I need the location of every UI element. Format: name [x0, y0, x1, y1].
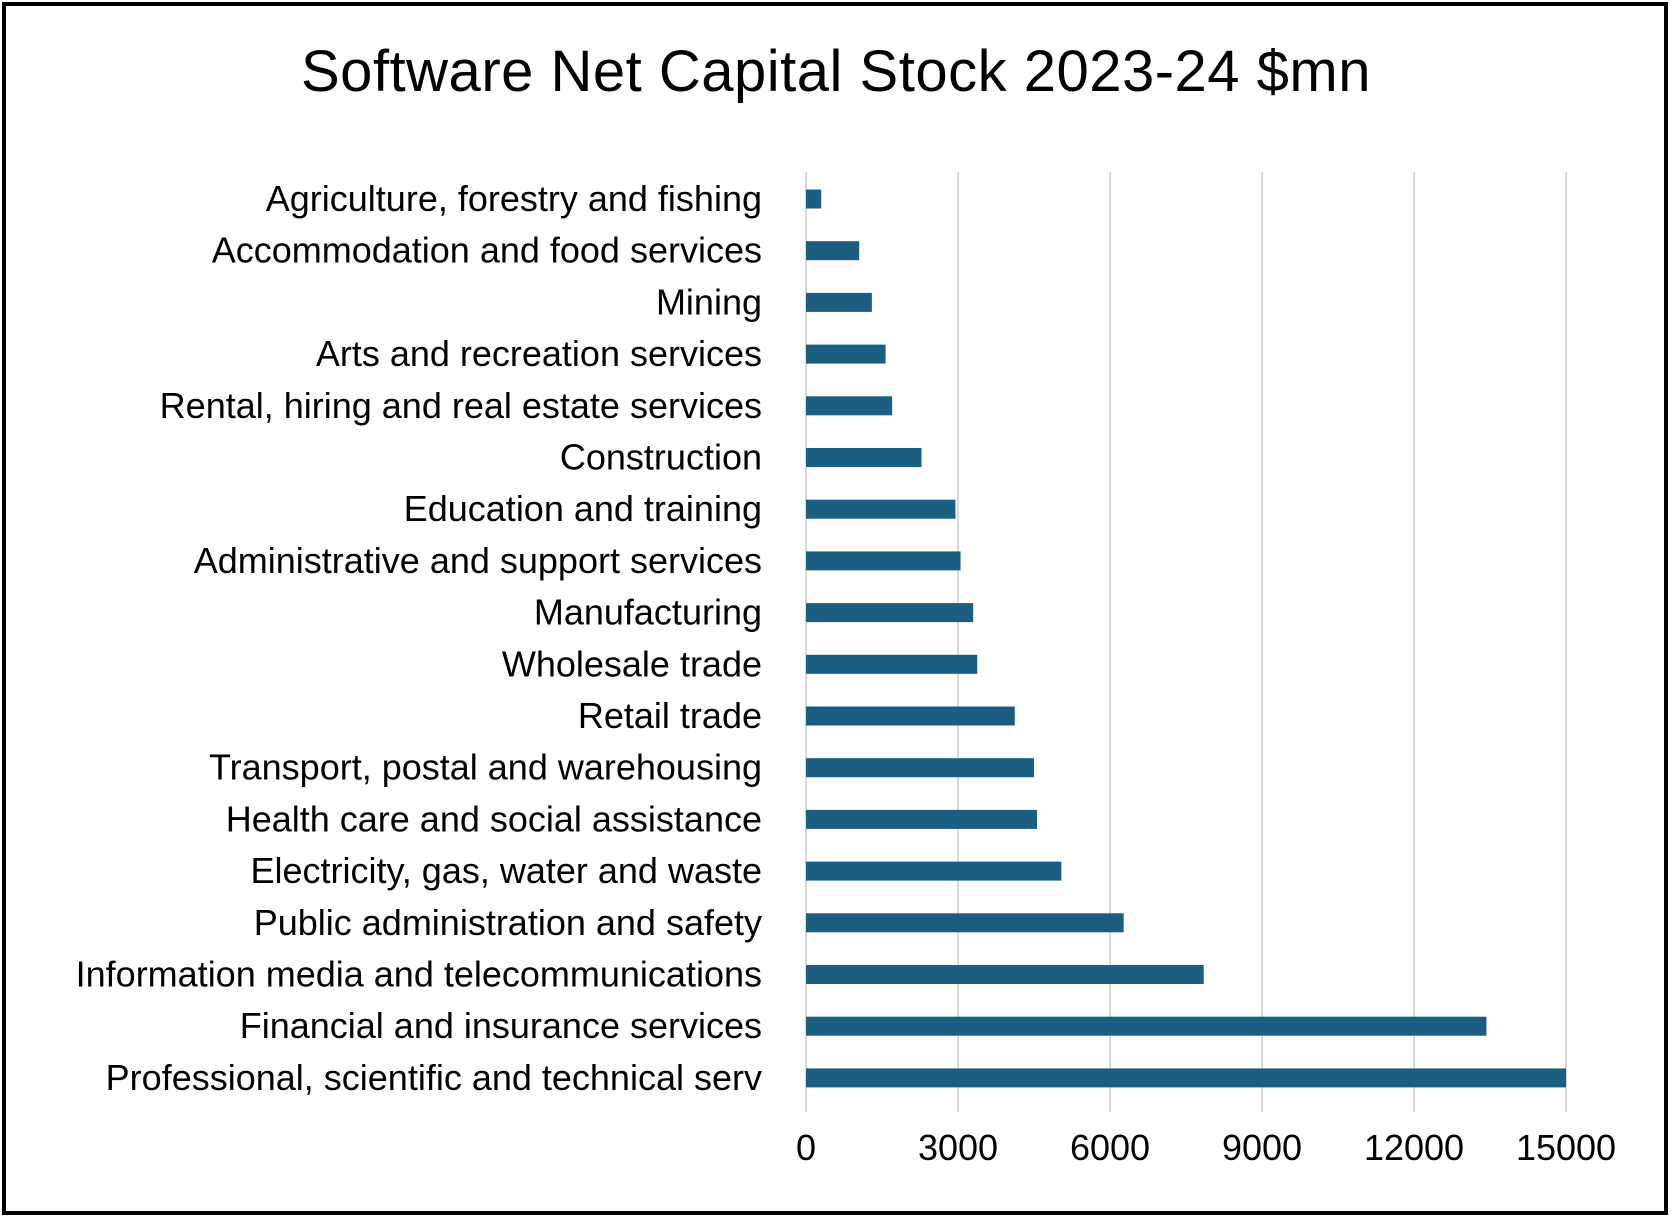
bar [806, 603, 974, 623]
category-label: Electricity, gas, water and waste [250, 850, 762, 891]
bar [806, 1016, 1487, 1036]
category-label: Rental, hiring and real estate services [160, 385, 762, 426]
bar [806, 396, 893, 416]
category-label: Wholesale trade [502, 643, 762, 684]
bar [806, 965, 1204, 984]
category-label: Financial and insurance services [240, 1005, 762, 1046]
category-label: Mining [656, 281, 762, 322]
category-label: Administrative and support services [194, 540, 762, 581]
x-tick-label: 0 [796, 1127, 816, 1168]
bar [806, 913, 1124, 933]
bar [806, 189, 822, 209]
category-label: Agriculture, forestry and fishing [266, 178, 762, 219]
category-label: Transport, postal and warehousing [209, 747, 762, 788]
bar [806, 448, 922, 467]
bar [806, 241, 860, 261]
bar [806, 344, 886, 364]
bar [806, 1068, 1566, 1088]
x-axis-ticks: 0 3000 6000 9000 12000 15000 [796, 1127, 1616, 1168]
bar [806, 292, 872, 312]
x-tick-label: 12000 [1364, 1127, 1464, 1168]
x-tick-label: 3000 [918, 1127, 998, 1168]
bar [806, 551, 961, 571]
category-label: Professional, scientific and technical s… [106, 1057, 762, 1098]
category-label: Education and training [404, 488, 762, 529]
bar [806, 706, 1015, 726]
bar [806, 809, 1038, 829]
category-label: Arts and recreation services [316, 333, 762, 374]
category-label: Public administration and safety [254, 902, 762, 943]
gridlines [805, 172, 1567, 1112]
category-label: Health care and social assistance [226, 798, 762, 839]
category-label: Information media and telecommunications [76, 954, 762, 995]
category-label: Construction [560, 437, 762, 478]
x-tick-label: 6000 [1070, 1127, 1150, 1168]
bar [806, 499, 956, 519]
bar [806, 654, 978, 674]
category-label: Accommodation and food services [212, 230, 762, 271]
bar [806, 758, 1034, 778]
bars [806, 189, 1566, 1088]
category-label: Manufacturing [534, 592, 762, 633]
x-tick-label: 15000 [1516, 1127, 1616, 1168]
category-label: Retail trade [578, 695, 762, 736]
bar [806, 861, 1062, 881]
category-labels: Agriculture, forestry and fishing Accommo… [76, 178, 762, 1098]
chart-title: Software Net Capital Stock 2023-24 $mn [301, 39, 1371, 104]
x-tick-label: 9000 [1222, 1127, 1302, 1168]
